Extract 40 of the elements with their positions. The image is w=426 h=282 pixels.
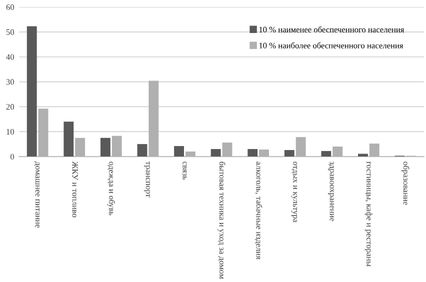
bar (259, 150, 269, 157)
bar (210, 149, 221, 157)
x-tick-label: отдых и культура (291, 162, 298, 222)
x-tick-label: одежда и обувь (107, 162, 116, 216)
x-tick-label: образование (402, 162, 410, 205)
bar (137, 144, 148, 157)
bar (284, 150, 294, 157)
y-tick-label: 0 (10, 154, 14, 160)
bar (369, 144, 380, 157)
y-tick-label: 60 (6, 4, 14, 10)
bar (185, 152, 196, 157)
bar (148, 80, 159, 157)
bar (358, 154, 368, 157)
bar (248, 149, 258, 157)
x-tick-label: бытовая техника и уход за домом (218, 162, 226, 279)
x-tick-label: алкоголь, табачные изделия (254, 162, 262, 260)
y-tick-label: 40 (6, 54, 14, 60)
x-tick-label: связь (182, 162, 187, 180)
bar (75, 138, 86, 157)
y-tick-label: 20 (6, 104, 14, 110)
y-tick-label: 50 (6, 29, 14, 35)
x-tick-label: здравоохранение (328, 162, 334, 222)
x-tick-label: домашнее питание (34, 161, 40, 228)
y-tick-label: 30 (6, 79, 14, 85)
bar (174, 146, 184, 157)
bar (321, 151, 332, 157)
y-tick-label: 10 (6, 128, 14, 135)
x-tick-label: гостиницы, кафе и рестораны (364, 162, 372, 266)
bar (64, 122, 74, 157)
bar (112, 136, 122, 157)
legend-label: 10 % наименее обеспеченного населения (259, 26, 404, 32)
legend-label: 10 % наиболее обеспеченного населения (259, 42, 404, 48)
bar (332, 146, 343, 157)
bar (26, 26, 37, 157)
bar (38, 108, 48, 157)
x-tick-label: ЖКУ и топливо (72, 161, 78, 218)
x-tick-label: транспорт (144, 161, 150, 198)
bar (222, 142, 232, 157)
bar (100, 138, 110, 157)
bar (296, 137, 306, 157)
